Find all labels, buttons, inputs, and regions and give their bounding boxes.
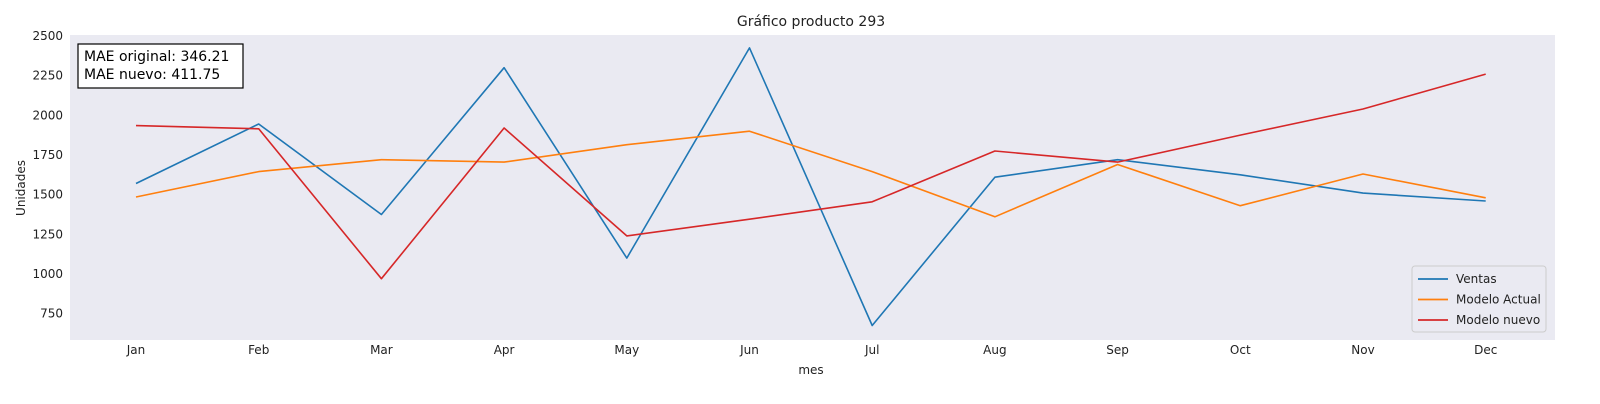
x-tick-label: May <box>614 343 639 357</box>
x-axis: Jan Feb Mar Apr May Jun Jul Aug Sep Oct Nov Dec <box>126 343 1498 357</box>
series-lines <box>135 47 1486 327</box>
y-tick-label: 1750 <box>32 148 63 162</box>
x-tick-label: Nov <box>1351 343 1374 357</box>
legend: Ventas Modelo Actual Modelo nuevo <box>1411 265 1547 333</box>
legend-label: Modelo Actual <box>1456 293 1541 307</box>
y-tick-label: 2000 <box>32 108 63 122</box>
chart-title: Gráfico producto 293 <box>737 14 885 30</box>
x-tick-label: Mar <box>370 343 393 357</box>
mae-annotation: MAE original: 346.21 MAE nuevo: 411.75 <box>77 43 244 89</box>
legend-label: Ventas <box>1456 272 1497 286</box>
series-line-ventas <box>135 47 1486 327</box>
y-axis: 750 1000 1250 1500 1750 2000 2250 2500 <box>32 29 63 321</box>
series-line-modelo-actual <box>135 130 1486 218</box>
legend-box <box>1411 265 1547 333</box>
y-tick-label: 1000 <box>32 267 63 281</box>
x-tick-label: Jun <box>739 343 759 357</box>
annotation-line-original: MAE original: 346.21 <box>84 49 229 65</box>
x-tick-label: Apr <box>494 343 515 357</box>
y-tick-label: 750 <box>40 307 63 321</box>
x-tick-label: Dec <box>1474 343 1497 357</box>
legend-label: Modelo nuevo <box>1456 313 1540 327</box>
y-tick-label: 2250 <box>32 69 63 83</box>
x-tick-label: Feb <box>248 343 269 357</box>
y-axis-title: Unidades <box>14 160 28 216</box>
annotation-box <box>77 43 244 89</box>
x-tick-label: Sep <box>1106 343 1129 357</box>
x-axis-title: mes <box>798 363 823 377</box>
plot-area <box>70 35 1555 340</box>
annotation-line-nuevo: MAE nuevo: 411.75 <box>84 67 220 83</box>
y-tick-label: 1250 <box>32 227 63 241</box>
x-tick-label: Jul <box>864 343 879 357</box>
y-tick-label: 2500 <box>32 29 63 43</box>
x-tick-label: Aug <box>983 343 1006 357</box>
x-tick-label: Oct <box>1230 343 1251 357</box>
y-tick-label: 1500 <box>32 188 63 202</box>
x-tick-label: Jan <box>126 343 146 357</box>
series-line-modelo-nuevo <box>135 73 1486 280</box>
